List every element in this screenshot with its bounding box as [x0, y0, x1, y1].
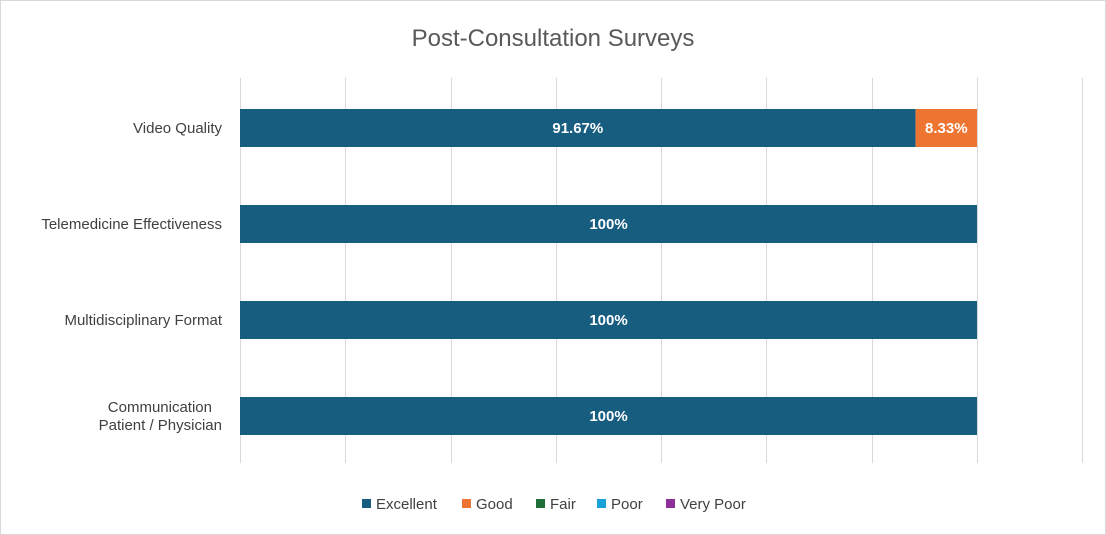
legend-swatch: [666, 499, 675, 508]
category-label: Communication: [108, 399, 212, 416]
data-label: 8.33%: [925, 120, 968, 137]
legend-label: Poor: [611, 496, 643, 513]
legend-label: Excellent: [376, 496, 438, 513]
legend-swatch: [362, 499, 371, 508]
bar-excellent: [240, 205, 977, 243]
category-label: Multidisciplinary Format: [64, 312, 222, 329]
category-label: Patient / Physician: [99, 417, 222, 434]
bar-excellent: [240, 109, 916, 147]
data-label: 100%: [589, 408, 627, 425]
bar-excellent: [240, 397, 977, 435]
data-label: 100%: [589, 216, 627, 233]
bar-excellent: [240, 301, 977, 339]
bar-good: [915, 109, 977, 147]
legend-swatch: [536, 499, 545, 508]
legend-label: Fair: [550, 496, 576, 513]
legend-label: Good: [476, 496, 513, 513]
chart-title: Post-Consultation Surveys: [412, 25, 695, 52]
legend-label: Very Poor: [680, 496, 746, 513]
category-label: Telemedicine Effectiveness: [41, 216, 222, 233]
data-label: 91.67%: [552, 120, 603, 137]
legend-swatch: [462, 499, 471, 508]
data-label: 100%: [589, 312, 627, 329]
legend-swatch: [597, 499, 606, 508]
category-label: Video Quality: [133, 120, 222, 137]
